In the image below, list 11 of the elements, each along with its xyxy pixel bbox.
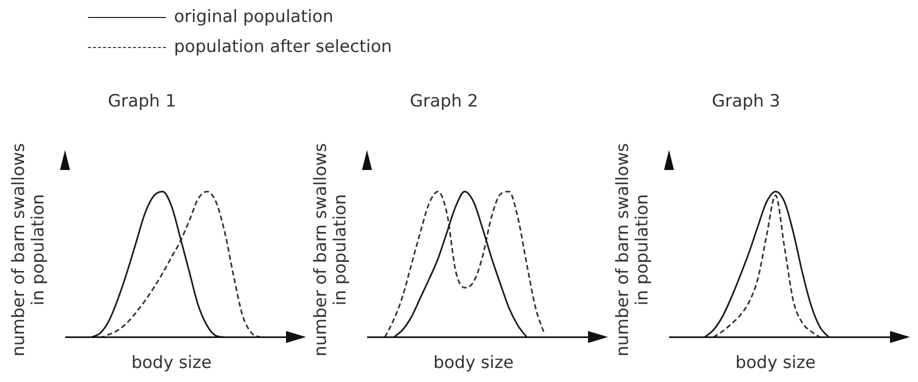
x-axis-title: body size [131, 353, 212, 374]
chart-title: Graph 2 [410, 92, 478, 112]
x-axis-title: body size [433, 353, 514, 374]
y-axis-title: number of barn swallows in population [613, 142, 653, 357]
chart-title: Graph 1 [108, 92, 176, 112]
chart-title: Graph 3 [712, 92, 780, 112]
y-axis-title: number of barn swallows in population [9, 142, 49, 357]
y-axis-title: number of barn swallows in population [311, 142, 351, 357]
legend-label: original population [174, 7, 334, 27]
x-axis-title: body size [735, 353, 816, 374]
legend-label: population after selection [174, 37, 392, 57]
